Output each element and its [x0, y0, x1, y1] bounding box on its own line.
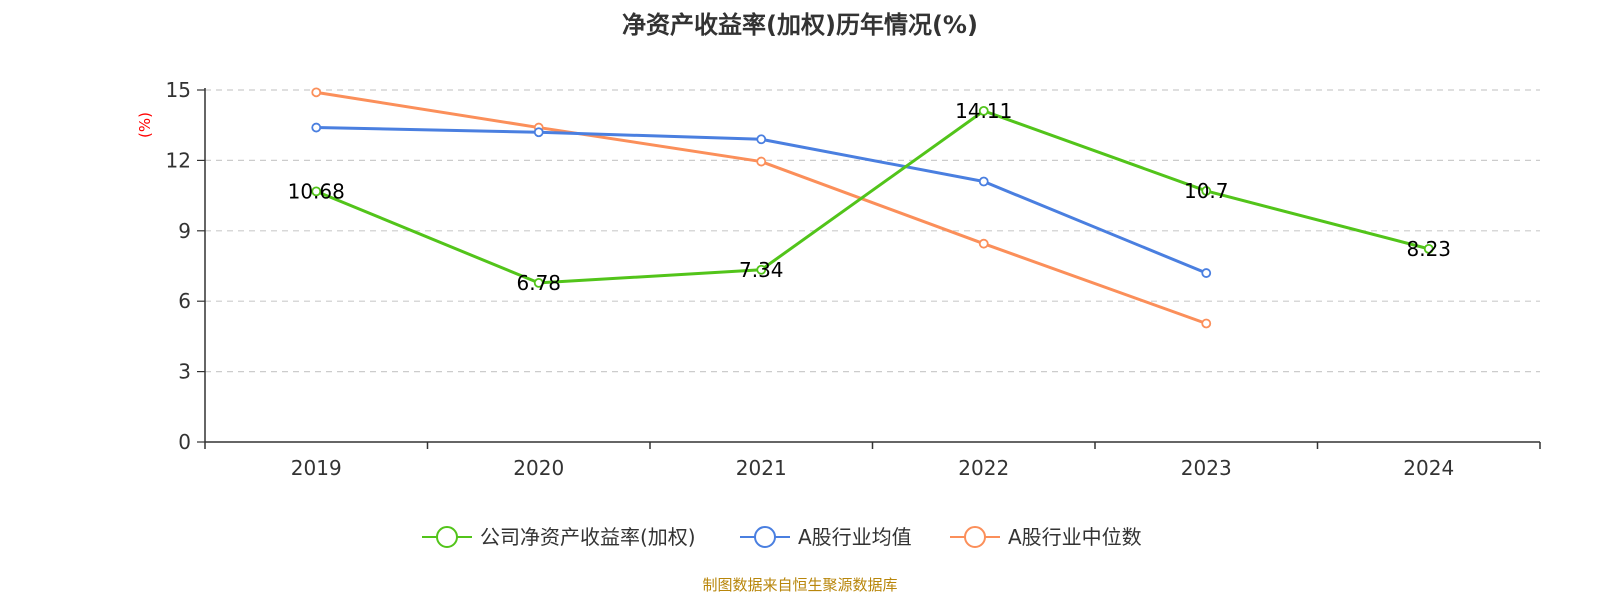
series-point-1-2 [756, 134, 767, 145]
series-point-0-2 [756, 264, 767, 275]
legend-item-1: A股行业均值 [740, 525, 912, 549]
x-tick-label-2022: 2022 [958, 456, 1009, 480]
y-tick-label-12: 12 [166, 148, 191, 172]
legend-item-0: 公司净资产收益率(加权) [422, 525, 696, 549]
legend-marker-0 [436, 526, 458, 548]
y-tick-label-0: 0 [178, 430, 191, 454]
grid-lines [205, 89, 1540, 373]
legend: 公司净资产收益率(加权) A股行业均值 A股行业中位数 [422, 525, 1142, 549]
data-label-0-1: 6.78 [516, 271, 561, 295]
x-tick-label-2023: 2023 [1181, 456, 1232, 480]
series-point-0-4 [1201, 186, 1212, 196]
axes: 0 3 6 9 12 15 2019 2020 2021 2022 2023 2024 [166, 78, 1541, 480]
chart-title: 净资产收益率(加权)历年情况(%) [622, 11, 978, 39]
data-labels: 10.68 6.78 7.34 14.11 10.7 8.23 [288, 99, 1451, 295]
legend-item-2: A股行业中位数 [950, 525, 1142, 549]
legend-label-2: A股行业中位数 [1008, 525, 1142, 549]
y-tick-label-3: 3 [178, 360, 191, 384]
data-label-0-3: 14.11 [955, 99, 1012, 123]
series-point-2-3 [978, 238, 989, 249]
x-tick-label-2021: 2021 [736, 456, 787, 480]
series-point-0-3 [978, 105, 989, 116]
series-point-1-3 [978, 176, 989, 187]
series-point-1-1 [533, 127, 544, 138]
legend-marker-1 [754, 526, 776, 548]
x-tick-label-2019: 2019 [291, 456, 342, 480]
series-point-1-0 [311, 122, 322, 133]
x-tick-label-2024: 2024 [1403, 456, 1454, 480]
data-label-0-2: 7.34 [739, 258, 784, 282]
series-point-2-2 [756, 156, 767, 167]
series-point-2-4 [1201, 318, 1212, 329]
data-label-0-0: 10.68 [288, 179, 345, 203]
legend-marker-2 [964, 526, 986, 548]
x-tick-label-2020: 2020 [513, 456, 564, 480]
series-group [311, 87, 1434, 329]
series-point-0-0 [311, 186, 322, 197]
y-axis-label: (%) [136, 112, 154, 138]
y-tick-label-6: 6 [178, 289, 191, 313]
series-point-2-0 [311, 87, 322, 98]
series-line-1 [316, 126, 1207, 275]
legend-label-1: A股行业均值 [798, 525, 912, 549]
series-point-1-4 [1201, 268, 1212, 278]
y-tick-label-9: 9 [178, 219, 191, 243]
source-note: 制图数据来自恒生聚源数据库 [702, 576, 897, 594]
legend-label-0: 公司净资产收益率(加权) [480, 525, 696, 549]
y-tick-label-15: 15 [166, 78, 191, 102]
series-line-0 [315, 109, 1430, 285]
series-point-0-1 [533, 277, 544, 288]
data-label-0-5: 8.23 [1406, 237, 1451, 261]
series-point-0-5 [1423, 243, 1434, 254]
series-line-2 [316, 90, 1207, 325]
data-label-0-4: 10.7 [1184, 179, 1229, 203]
